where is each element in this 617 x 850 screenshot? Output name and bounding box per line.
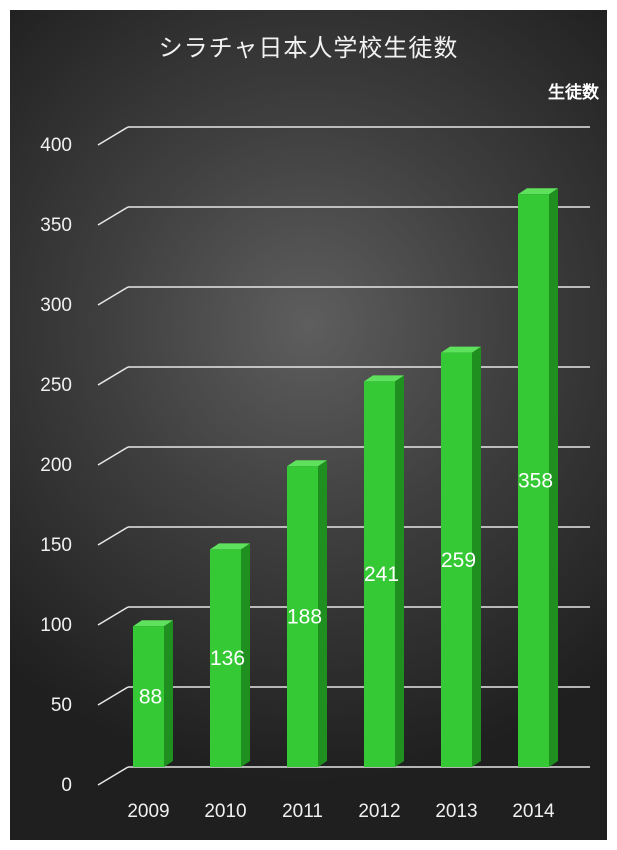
x-tick-label: 2011 xyxy=(282,801,323,822)
bar-top xyxy=(287,460,327,467)
chart-container: シラチャ日本人学校生徒数 生徒数 0 50 100 150 200 250 300 350 40… xyxy=(10,10,607,840)
y-tick-label: 300 xyxy=(40,295,72,316)
x-tick-label: 2013 xyxy=(435,801,477,822)
gridline-slant xyxy=(97,206,129,226)
x-tick-label: 2009 xyxy=(127,801,169,822)
y-tick-label: 150 xyxy=(40,535,72,556)
bar xyxy=(364,381,395,767)
y-tick-label: 350 xyxy=(40,215,72,236)
bar-side xyxy=(549,188,558,767)
data-label: 358 xyxy=(518,470,553,493)
bar-top xyxy=(518,188,558,195)
gridline-slant xyxy=(97,606,129,626)
x-tick-label: 2014 xyxy=(512,801,555,822)
y-axis-unit-label: 生徒数 xyxy=(548,83,599,103)
gridline-slant xyxy=(97,126,129,146)
bar-plot: 0 50 100 150 200 250 300 350 400 88 2009 136 2010 188… xyxy=(40,126,590,822)
gridline-slant xyxy=(97,366,129,386)
bar-side xyxy=(395,375,404,767)
gridline-slant xyxy=(97,686,129,706)
x-tick-label: 2012 xyxy=(358,801,400,822)
bar-top xyxy=(441,346,481,353)
bar-top xyxy=(133,620,173,627)
bar xyxy=(287,466,318,767)
gridline-slant xyxy=(97,526,129,546)
y-tick-label: 50 xyxy=(51,695,72,716)
gridline-slant xyxy=(97,766,129,786)
data-label: 136 xyxy=(210,647,245,670)
bar xyxy=(133,626,164,767)
bar xyxy=(518,194,549,767)
gridline-slant xyxy=(97,446,129,466)
bar-top xyxy=(364,375,404,382)
gridline-slant xyxy=(97,286,129,306)
bar xyxy=(210,549,241,767)
data-label: 188 xyxy=(287,606,322,629)
y-tick-label: 200 xyxy=(40,455,72,476)
y-tick-label: 250 xyxy=(40,375,72,396)
bar-top xyxy=(210,543,250,550)
chart-title: シラチャ日本人学校生徒数 xyxy=(158,34,459,62)
bar-side xyxy=(164,620,173,767)
y-tick-label: 0 xyxy=(61,775,72,796)
data-label: 241 xyxy=(364,563,399,586)
bar-side xyxy=(241,543,250,767)
bar-side xyxy=(472,346,481,767)
data-label: 259 xyxy=(441,549,476,572)
y-tick-label: 400 xyxy=(40,135,72,156)
bar-side xyxy=(318,460,327,767)
y-tick-label: 100 xyxy=(40,615,72,636)
x-tick-label: 2010 xyxy=(204,801,246,822)
bar xyxy=(441,352,472,767)
data-label: 88 xyxy=(139,686,162,709)
